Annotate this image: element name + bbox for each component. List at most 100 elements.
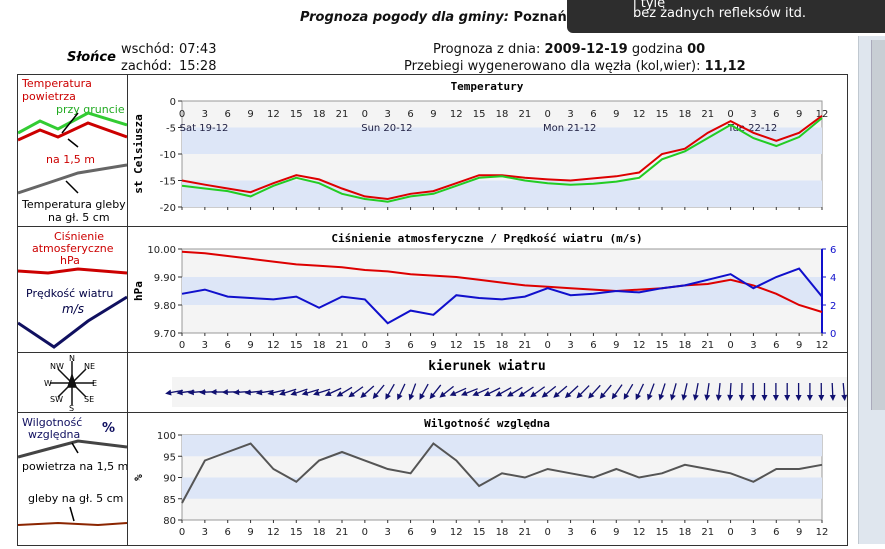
chart-title: Temperatury [451, 80, 524, 93]
x-tick-label: 3 [750, 527, 756, 538]
x-tick-label: 12 [816, 527, 829, 538]
x-tick-label: 21 [518, 340, 531, 351]
legend-humidity: Wilgotność względna % powietrza na 1,5 m… [17, 412, 128, 546]
chart-wind-direction: kierunek wiatru [128, 353, 847, 412]
x-tick-label: 21 [336, 527, 349, 538]
compass-s: S [69, 404, 74, 412]
sunset-label: zachód: [121, 59, 172, 74]
tooltip-line-2: bez żadnych refleksów itd. [633, 6, 806, 21]
forecast-node-label: Przebiegi wygenerowano dla węzła (kol,wi… [404, 59, 700, 74]
x-tick-label: 6 [225, 340, 231, 351]
x-tick-label: 3 [567, 109, 573, 120]
x-tick-label: 0 [727, 109, 733, 120]
x-tick-label: 9 [247, 527, 253, 538]
legend-soil-1: Temperatura gleby [21, 198, 126, 211]
plot-band [182, 435, 822, 456]
y-tick-label: 9.80 [154, 301, 176, 312]
y-tick-label: -15 [160, 177, 176, 188]
y-tick-label: 9.90 [154, 273, 176, 284]
chart-title: Wilgotność względna [424, 417, 550, 430]
tooltip-popup: i tyle bez żadnych refleksów itd. [567, 0, 885, 33]
wind-arrow-head [165, 390, 172, 397]
x-tick-label: 6 [590, 340, 596, 351]
x-tick-label: 15 [473, 340, 486, 351]
forecast-hour: 00 [687, 42, 705, 57]
x-tick-label: 6 [407, 340, 413, 351]
x-tick-label: 6 [590, 109, 596, 120]
x-tick-label: 9 [247, 340, 253, 351]
x-tick-label: 6 [407, 527, 413, 538]
x-tick-label: 0 [179, 109, 185, 120]
legend-pressure-line [18, 269, 127, 273]
y-tick-label: 95 [163, 452, 176, 463]
x-tick-label: 9 [796, 340, 802, 351]
x-tick-label: 12 [450, 340, 463, 351]
sunset-time: 15:28 [179, 59, 216, 74]
legend-wind-unit: m/s [62, 302, 84, 316]
legend-arrow-3 [66, 181, 78, 193]
day-label: Sat 19-12 [180, 123, 229, 134]
forecast-node-row: Przebiegi wygenerowano dla węzła (kol,wi… [404, 59, 746, 74]
legend-hum-arrow-1 [72, 443, 78, 453]
legend-temperature: Temperatura powietrza przy gruncie na 1,… [17, 74, 128, 227]
x-tick-label: 15 [290, 340, 303, 351]
forecast-node: 11,12 [705, 59, 746, 74]
y2-tick-label: 4 [830, 273, 836, 284]
x-tick-label: 15 [290, 527, 303, 538]
plot-band [182, 478, 822, 499]
x-tick-label: 0 [362, 340, 368, 351]
x-tick-label: 3 [750, 109, 756, 120]
x-tick-label: 9 [430, 340, 436, 351]
legend-hum-soil-line [18, 523, 127, 525]
x-tick-label: 18 [313, 527, 326, 538]
y-tick-label: -20 [160, 203, 176, 214]
sun-label: Słońce [67, 50, 116, 65]
y-axis-label: st Celsiusza [132, 114, 145, 193]
x-tick-label: 6 [225, 527, 231, 538]
y2-tick-label: 2 [830, 301, 836, 312]
compass-icon: N NE NW E W S SE SW [18, 353, 127, 412]
scrollbar-thumb[interactable] [871, 40, 885, 410]
x-tick-label: 18 [313, 109, 326, 120]
legend-soil-line [18, 165, 127, 193]
x-tick-label: 21 [336, 340, 349, 351]
legend-arrow-2 [68, 139, 78, 147]
x-tick-label: 9 [430, 527, 436, 538]
x-tick-label: 6 [407, 109, 413, 120]
legend-hum-title-2: względna [28, 428, 80, 441]
legend-hum-arrow-2 [70, 507, 74, 521]
x-tick-label: 12 [633, 527, 646, 538]
x-tick-label: 15 [656, 527, 669, 538]
x-tick-label: 12 [267, 527, 280, 538]
compass-e: E [92, 379, 97, 388]
x-tick-label: 9 [430, 109, 436, 120]
sunrise-label: wschód: [121, 42, 174, 57]
compass-nw: NW [50, 362, 64, 371]
x-tick-label: 15 [473, 527, 486, 538]
x-tick-label: 9 [247, 109, 253, 120]
compass-n: N [69, 354, 75, 363]
x-tick-label: 0 [727, 340, 733, 351]
x-tick-label: 0 [545, 109, 551, 120]
x-tick-label: 9 [613, 340, 619, 351]
x-tick-label: 18 [678, 527, 691, 538]
x-tick-label: 6 [225, 109, 231, 120]
x-tick-label: 21 [701, 340, 714, 351]
x-tick-label: 12 [816, 340, 829, 351]
compass-sw: SW [50, 395, 63, 404]
x-tick-label: 15 [473, 109, 486, 120]
x-tick-label: 18 [678, 109, 691, 120]
x-tick-label: 21 [518, 109, 531, 120]
x-tick-label: 0 [179, 340, 185, 351]
plot-band [182, 128, 822, 155]
x-tick-label: 15 [290, 109, 303, 120]
x-tick-label: 0 [727, 527, 733, 538]
forecast-date: 2009-12-19 [545, 42, 628, 57]
x-tick-label: 18 [496, 527, 509, 538]
y-tick-label: -10 [160, 150, 176, 161]
y-axis-label: % [132, 474, 145, 481]
chart-title: Ciśnienie atmosferyczne / Prędkość wiatr… [331, 232, 642, 245]
compass-se: SE [84, 395, 94, 404]
x-tick-label: 12 [267, 109, 280, 120]
